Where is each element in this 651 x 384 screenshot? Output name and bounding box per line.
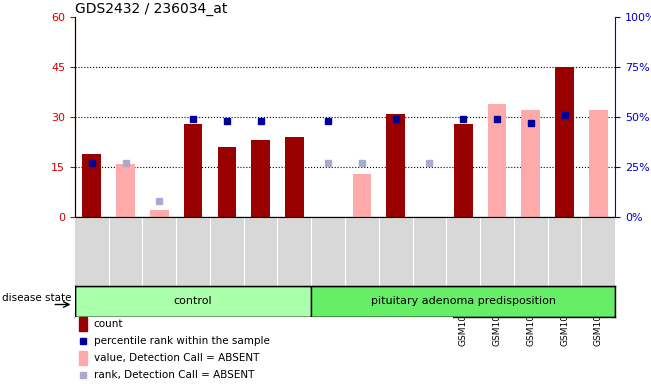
Bar bbox=[79, 318, 87, 331]
Text: rank, Detection Call = ABSENT: rank, Detection Call = ABSENT bbox=[94, 369, 254, 380]
Bar bbox=[387, 114, 405, 217]
Bar bbox=[117, 164, 135, 217]
Bar bbox=[521, 111, 540, 217]
Text: disease state: disease state bbox=[2, 293, 72, 303]
Bar bbox=[285, 137, 303, 217]
Bar bbox=[150, 210, 169, 217]
Text: pituitary adenoma predisposition: pituitary adenoma predisposition bbox=[370, 296, 556, 306]
Bar bbox=[75, 286, 311, 317]
Bar bbox=[454, 124, 473, 217]
Bar bbox=[311, 286, 615, 317]
Bar bbox=[353, 174, 371, 217]
Bar bbox=[83, 154, 101, 217]
Bar bbox=[589, 111, 607, 217]
Bar bbox=[184, 124, 202, 217]
Bar bbox=[251, 141, 270, 217]
Text: count: count bbox=[94, 319, 123, 329]
Text: percentile rank within the sample: percentile rank within the sample bbox=[94, 336, 270, 346]
Bar bbox=[79, 351, 87, 364]
Bar bbox=[217, 147, 236, 217]
Bar bbox=[555, 67, 574, 217]
Text: value, Detection Call = ABSENT: value, Detection Call = ABSENT bbox=[94, 353, 259, 363]
Text: GDS2432 / 236034_at: GDS2432 / 236034_at bbox=[75, 2, 227, 16]
Bar bbox=[488, 104, 506, 217]
Text: control: control bbox=[174, 296, 212, 306]
